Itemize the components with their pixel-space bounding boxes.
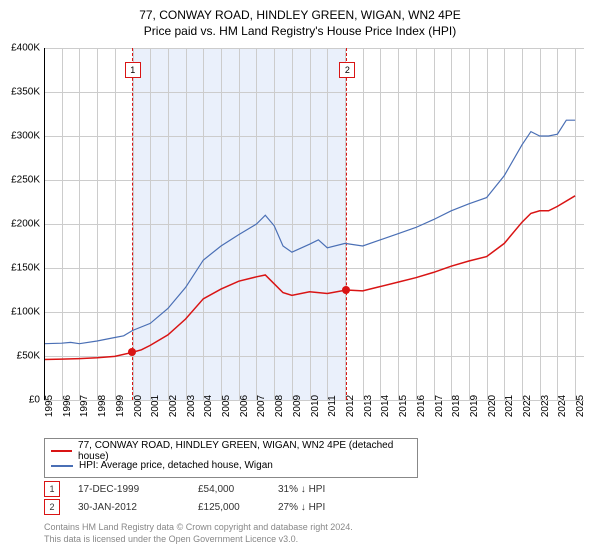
sale-diff: 31% ↓ HPI [278,484,398,495]
sale-row-marker: 1 [44,481,60,497]
chart-subtitle: Price paid vs. HM Land Registry's House … [0,22,600,38]
series-line-property [44,196,575,360]
legend-swatch [51,450,72,452]
y-tick-label: £0 [2,395,40,406]
sale-row-marker: 2 [44,499,60,515]
legend-label: 77, CONWAY ROAD, HINDLEY GREEN, WIGAN, W… [78,440,411,462]
sale-date: 17-DEC-1999 [78,484,198,495]
series-line-hpi [44,120,575,344]
plot-area: £0£50K£100K£150K£200K£250K£300K£350K£400… [44,48,584,400]
legend-item: 77, CONWAY ROAD, HINDLEY GREEN, WIGAN, W… [51,443,411,458]
legend-swatch [51,465,73,467]
y-tick-label: £150K [2,263,40,274]
y-axis [44,48,45,400]
sale-row: 2 30-JAN-2012£125,00027% ↓ HPI [44,498,398,516]
footer-attribution: Contains HM Land Registry data © Crown c… [44,522,353,545]
legend: 77, CONWAY ROAD, HINDLEY GREEN, WIGAN, W… [44,438,418,478]
y-tick-label: £400K [2,43,40,54]
sale-diff: 27% ↓ HPI [278,502,398,513]
sale-price: £125,000 [198,502,278,513]
y-tick-label: £200K [2,219,40,230]
legend-label: HPI: Average price, detached house, Wiga… [79,460,273,471]
sale-row: 1 17-DEC-1999£54,00031% ↓ HPI [44,480,398,498]
line-chart-svg [44,48,584,400]
y-tick-label: £300K [2,131,40,142]
sale-date: 30-JAN-2012 [78,502,198,513]
y-tick-label: £100K [2,307,40,318]
footer-line-2: This data is licensed under the Open Gov… [44,534,353,546]
sale-price: £54,000 [198,484,278,495]
footer-line-1: Contains HM Land Registry data © Crown c… [44,522,353,534]
y-tick-label: £50K [2,351,40,362]
chart-title: 77, CONWAY ROAD, HINDLEY GREEN, WIGAN, W… [0,0,600,22]
chart-container: 77, CONWAY ROAD, HINDLEY GREEN, WIGAN, W… [0,0,600,560]
sales-table: 1 17-DEC-1999£54,00031% ↓ HPI 2 30-JAN-2012… [44,480,398,516]
y-tick-label: £350K [2,87,40,98]
y-tick-label: £250K [2,175,40,186]
